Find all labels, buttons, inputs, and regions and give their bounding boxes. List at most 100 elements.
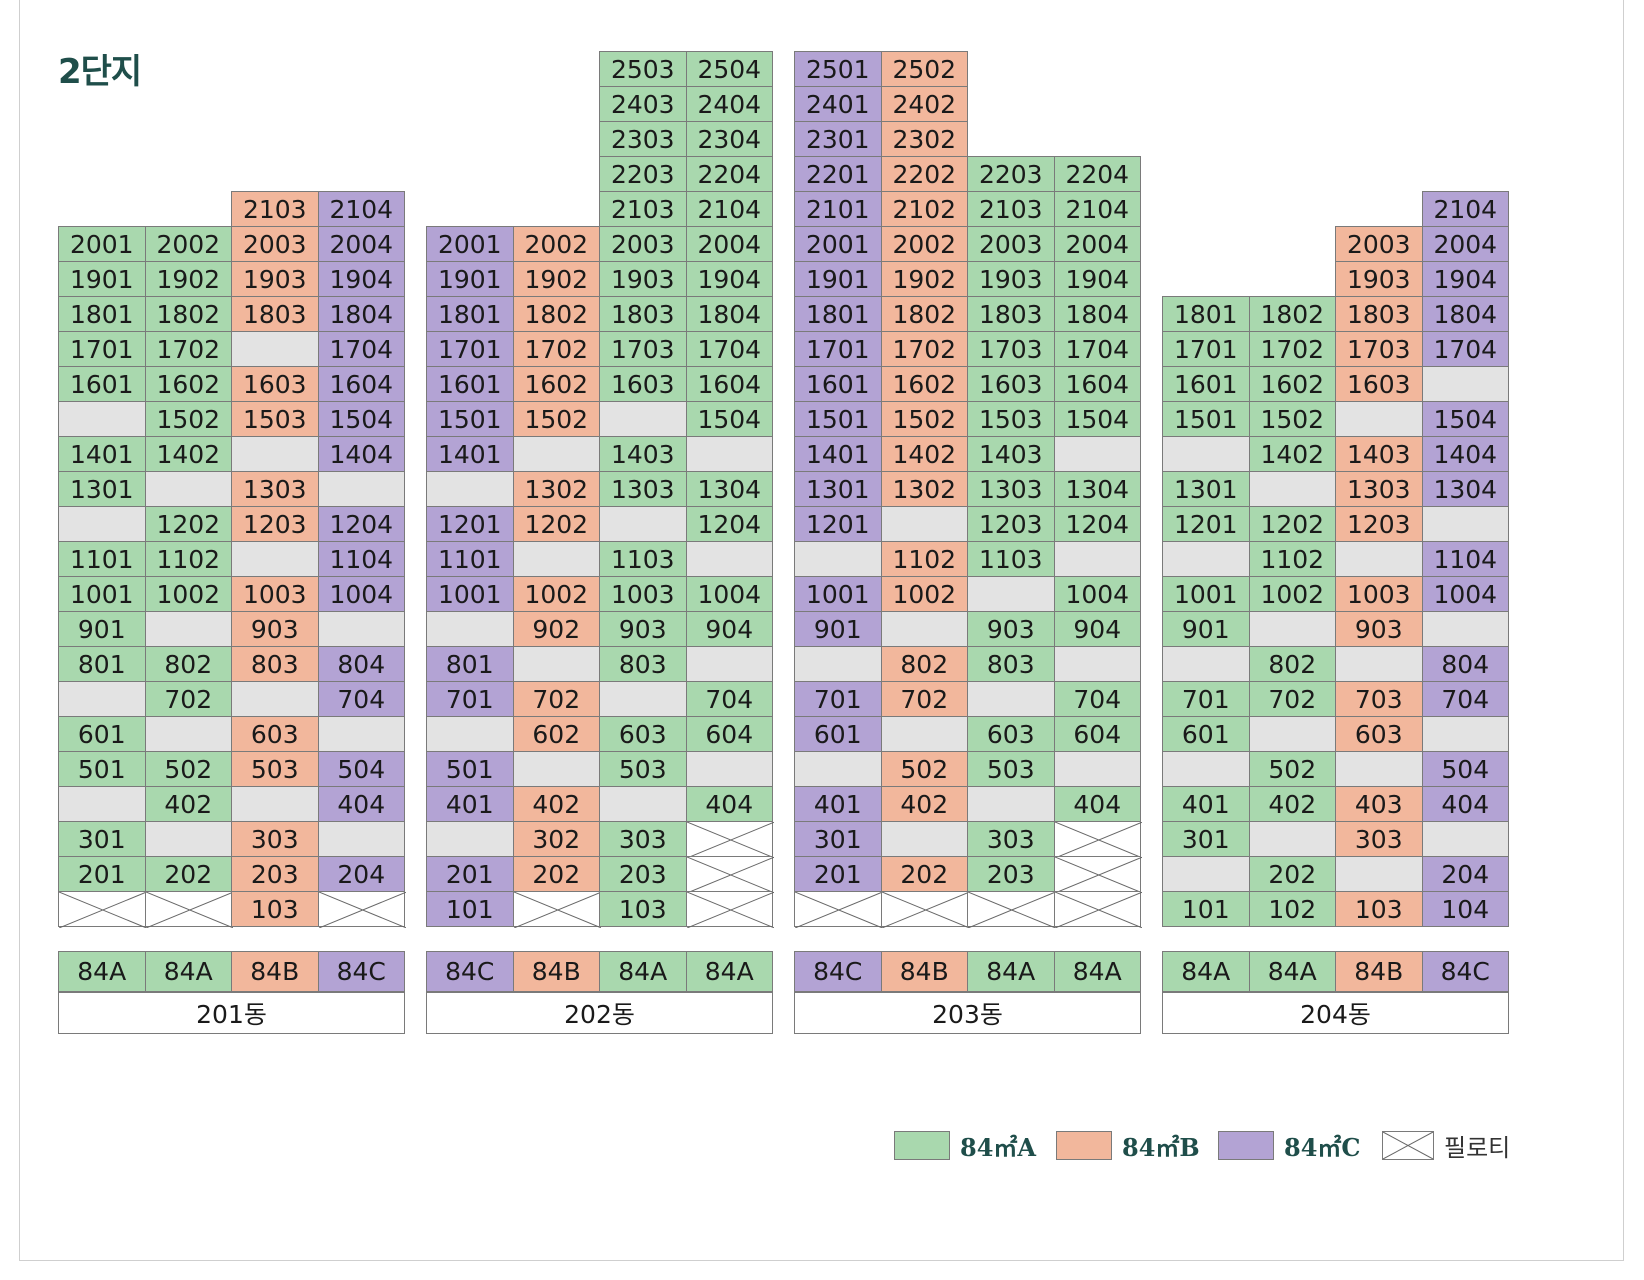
empty-unit-cell bbox=[1162, 541, 1250, 577]
unit-cell: 1703 bbox=[599, 331, 687, 367]
unit-cell: 2204 bbox=[685, 156, 773, 192]
unit-type-cell: 84A bbox=[1162, 951, 1250, 992]
unit-cell: 2403 bbox=[599, 86, 687, 122]
unit-cell: 1001 bbox=[794, 576, 882, 612]
unit-cell: 2004 bbox=[1053, 226, 1141, 262]
unit-cell: 1004 bbox=[1421, 576, 1509, 612]
pilotis-cell bbox=[967, 891, 1056, 928]
unit-cell: 802 bbox=[1248, 646, 1336, 682]
empty-unit-cell bbox=[1335, 856, 1423, 892]
unit-cell: 1701 bbox=[58, 331, 146, 367]
unit-cell: 1204 bbox=[317, 506, 405, 542]
unit-type-cell: 84C bbox=[794, 951, 882, 992]
empty-unit-cell bbox=[599, 786, 687, 822]
unit-cell: 1501 bbox=[426, 401, 514, 437]
unit-cell: 1504 bbox=[1421, 401, 1509, 437]
unit-cell: 503 bbox=[231, 751, 319, 787]
unit-cell: 2001 bbox=[426, 226, 514, 262]
empty-unit-cell bbox=[685, 541, 773, 577]
unit-cell: 1903 bbox=[599, 261, 687, 297]
unit-cell: 603 bbox=[967, 716, 1055, 752]
unit-cell: 903 bbox=[599, 611, 687, 647]
unit-cell: 1601 bbox=[58, 366, 146, 402]
unit-cell: 1401 bbox=[794, 436, 882, 472]
unit-cell: 1004 bbox=[685, 576, 773, 612]
unit-cell: 2104 bbox=[317, 191, 405, 227]
unit-cell: 1803 bbox=[1335, 296, 1423, 332]
legend-swatch bbox=[1382, 1130, 1434, 1160]
unit-cell: 402 bbox=[144, 786, 232, 822]
unit-cell: 1402 bbox=[880, 436, 968, 472]
legend-label: 84㎡B bbox=[1122, 1132, 1200, 1162]
unit-cell: 1603 bbox=[599, 366, 687, 402]
unit-cell: 901 bbox=[58, 611, 146, 647]
unit-cell: 1502 bbox=[144, 401, 232, 437]
empty-unit-cell bbox=[317, 716, 405, 752]
unit-cell: 1303 bbox=[599, 471, 687, 507]
unit-cell: 1201 bbox=[1162, 506, 1250, 542]
pilotis-cross-icon bbox=[1054, 857, 1142, 893]
unit-cell: 1701 bbox=[1162, 331, 1250, 367]
unit-type-cell: 84C bbox=[317, 951, 405, 992]
unit-cell: 1704 bbox=[685, 331, 773, 367]
unit-cell: 1504 bbox=[1053, 401, 1141, 437]
empty-unit-cell bbox=[144, 821, 232, 857]
empty-unit-cell bbox=[1248, 471, 1336, 507]
unit-cell: 1103 bbox=[599, 541, 687, 577]
unit-cell: 702 bbox=[880, 681, 968, 717]
unit-cell: 1902 bbox=[144, 261, 232, 297]
legend-item-pilotis: 필로티 bbox=[1382, 1130, 1510, 1162]
unit-cell: 802 bbox=[144, 646, 232, 682]
unit-cell: 1903 bbox=[967, 261, 1055, 297]
empty-unit-cell bbox=[1162, 646, 1250, 682]
unit-cell: 1904 bbox=[317, 261, 405, 297]
unit-cell: 2203 bbox=[967, 156, 1055, 192]
unit-cell: 2302 bbox=[880, 121, 968, 157]
unit-cell: 1503 bbox=[967, 401, 1055, 437]
pilotis-cross-icon bbox=[686, 857, 774, 893]
unit-cell: 2001 bbox=[794, 226, 882, 262]
unit-type-cell: 84A bbox=[58, 951, 146, 992]
unit-cell: 1001 bbox=[58, 576, 146, 612]
legend-item-84a: 84㎡A bbox=[894, 1130, 1036, 1162]
diagram-frame bbox=[19, 0, 1624, 1261]
unit-cell: 1304 bbox=[1421, 471, 1509, 507]
unit-cell: 2103 bbox=[599, 191, 687, 227]
unit-cell: 404 bbox=[317, 786, 405, 822]
unit-cell: 1704 bbox=[317, 331, 405, 367]
unit-cell: 203 bbox=[967, 856, 1055, 892]
unit-cell: 704 bbox=[685, 681, 773, 717]
unit-cell: 2103 bbox=[231, 191, 319, 227]
unit-type-cell: 84A bbox=[685, 951, 773, 992]
unit-cell: 1803 bbox=[599, 296, 687, 332]
unit-cell: 1501 bbox=[1162, 401, 1250, 437]
unit-cell: 101 bbox=[426, 891, 514, 927]
empty-unit-cell bbox=[967, 786, 1055, 822]
unit-cell: 1403 bbox=[1335, 436, 1423, 472]
unit-cell: 1701 bbox=[794, 331, 882, 367]
unit-cell: 1003 bbox=[231, 576, 319, 612]
unit-cell: 901 bbox=[1162, 611, 1250, 647]
unit-cell: 104 bbox=[1421, 891, 1509, 927]
pilotis-cross-icon bbox=[318, 892, 406, 928]
empty-unit-cell bbox=[1162, 436, 1250, 472]
unit-cell: 404 bbox=[1053, 786, 1141, 822]
unit-cell: 1201 bbox=[794, 506, 882, 542]
empty-unit-cell bbox=[685, 436, 773, 472]
unit-cell: 2002 bbox=[880, 226, 968, 262]
unit-cell: 804 bbox=[317, 646, 405, 682]
pilotis-cross-icon bbox=[1382, 1131, 1434, 1159]
empty-unit-cell bbox=[967, 681, 1055, 717]
unit-cell: 1003 bbox=[599, 576, 687, 612]
unit-type-cell: 84A bbox=[1053, 951, 1141, 992]
empty-unit-cell bbox=[880, 821, 968, 857]
unit-cell: 1002 bbox=[1248, 576, 1336, 612]
unit-cell: 602 bbox=[512, 716, 600, 752]
unit-cell: 201 bbox=[794, 856, 882, 892]
empty-unit-cell bbox=[685, 751, 773, 787]
unit-cell: 1301 bbox=[794, 471, 882, 507]
unit-cell: 1801 bbox=[426, 296, 514, 332]
pilotis-cross-icon bbox=[59, 892, 147, 928]
unit-cell: 2003 bbox=[231, 226, 319, 262]
